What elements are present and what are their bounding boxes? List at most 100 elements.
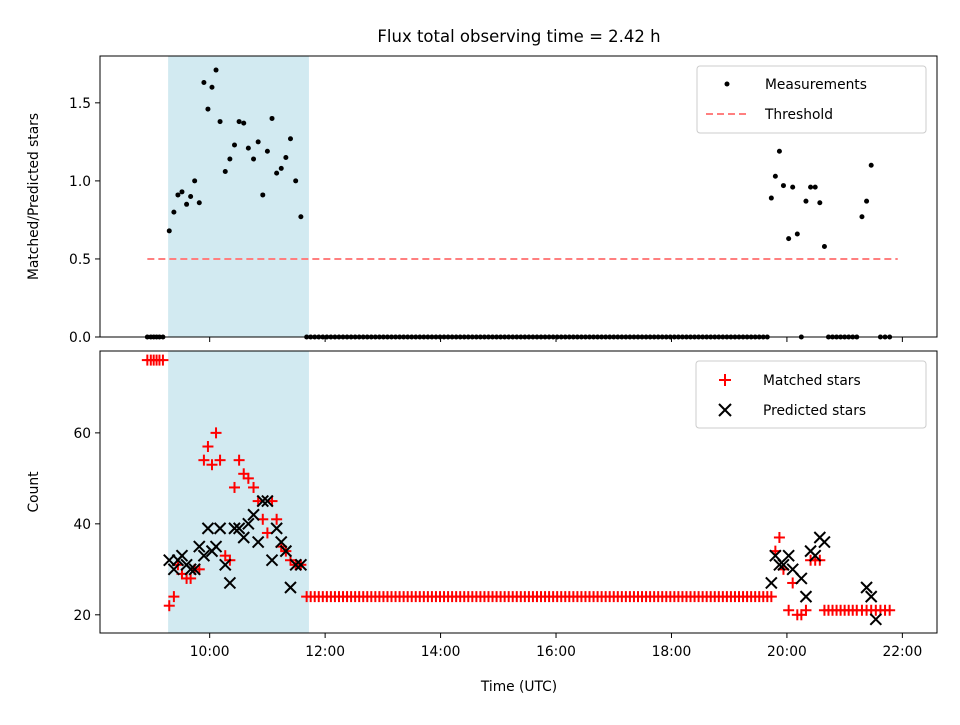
measurement-point bbox=[283, 154, 289, 160]
measurement-point bbox=[245, 145, 251, 151]
bottom-shaded-band bbox=[168, 351, 309, 633]
matched-star-point bbox=[202, 441, 214, 453]
predicted-star-point bbox=[765, 576, 778, 590]
measurement-point bbox=[171, 209, 177, 215]
matched-star-point bbox=[248, 481, 260, 493]
measurement-point bbox=[175, 192, 181, 198]
measurement-point bbox=[192, 178, 198, 184]
matched-star-point bbox=[163, 600, 175, 612]
matched-star-point bbox=[765, 591, 777, 603]
predicted-star-point bbox=[799, 590, 813, 603]
measurement-point bbox=[231, 142, 237, 148]
matched-star-point bbox=[884, 604, 896, 616]
predicted-star-point bbox=[294, 558, 308, 571]
x-tick-label: 14:00 bbox=[421, 644, 461, 660]
measurement-point bbox=[201, 80, 207, 86]
measurement-point bbox=[196, 200, 202, 206]
predicted-star-point bbox=[777, 558, 790, 571]
measurement-point bbox=[227, 156, 233, 162]
measurement-point bbox=[803, 198, 809, 204]
bottom-axis-ticks: 10:00 12:00 14:00 16:00 18:00 20:00 22:00 20 40 6… bbox=[73, 426, 922, 660]
predicted-star-point bbox=[201, 522, 215, 535]
y-tick-label: 0.5 bbox=[69, 252, 91, 268]
predicted-star-point bbox=[193, 540, 206, 553]
predicted-star-point bbox=[242, 517, 255, 531]
y-tick-label: 1.0 bbox=[69, 174, 91, 190]
matched-star-point bbox=[168, 591, 180, 603]
predicted-star-point bbox=[795, 572, 808, 585]
predicted-star-point bbox=[782, 549, 795, 562]
predicted-star-point bbox=[232, 522, 246, 535]
top-plot-frame bbox=[99, 55, 938, 338]
predicted-star-point bbox=[869, 613, 883, 626]
matched-star-point bbox=[198, 454, 210, 466]
predicted-star-point bbox=[818, 535, 831, 549]
matched-star-point bbox=[233, 454, 245, 466]
top-y-axis-label: Matched/Predicted stars bbox=[26, 113, 42, 280]
predicted-star-point bbox=[275, 535, 288, 549]
legend-measurements-marker bbox=[724, 81, 730, 87]
measurement-point bbox=[780, 183, 786, 189]
legend-measurements-label: Measurements bbox=[765, 77, 867, 93]
legend-matched-marker bbox=[719, 374, 731, 386]
legend-threshold-label: Threshold bbox=[764, 107, 833, 123]
y-tick-label: 20 bbox=[73, 608, 91, 624]
matched-star-point bbox=[783, 604, 795, 616]
measurement-point bbox=[184, 201, 190, 207]
measurement-point bbox=[772, 173, 778, 179]
measurement-point bbox=[255, 139, 261, 145]
measurement-point bbox=[241, 120, 247, 126]
bottom-legend-box bbox=[695, 360, 927, 429]
measurement-point bbox=[287, 136, 293, 142]
measurement-point bbox=[209, 84, 215, 90]
matched-star-point bbox=[157, 354, 169, 366]
legend-predicted-marker bbox=[718, 403, 732, 417]
measurement-point bbox=[260, 192, 266, 198]
legend-predicted-label: Predicted stars bbox=[763, 403, 866, 419]
predicted-star-point bbox=[289, 558, 302, 571]
bottom-panel: 10:00 12:00 14:00 16:00 18:00 20:00 22:00 20 40 6… bbox=[26, 350, 938, 695]
predicted-star-point bbox=[284, 581, 297, 594]
y-tick-label: 0.0 bbox=[69, 330, 91, 346]
predicted-star-point bbox=[265, 554, 279, 567]
measurement-point bbox=[274, 170, 280, 176]
measurement-point bbox=[794, 231, 800, 237]
matched-star-point bbox=[242, 472, 254, 484]
predicted-star-point bbox=[270, 522, 283, 535]
measurement-point bbox=[264, 148, 270, 154]
bottom-plot-frame bbox=[99, 350, 938, 634]
x-tick-label: 22:00 bbox=[882, 644, 922, 660]
matched-star-point bbox=[800, 604, 812, 616]
matched-star-point bbox=[228, 481, 240, 493]
measurement-point bbox=[188, 194, 194, 199]
predicted-star-point bbox=[247, 508, 260, 521]
y-tick-label: 40 bbox=[73, 517, 91, 533]
predicted-star-point bbox=[261, 494, 274, 508]
bottom-y-axis-label: Count bbox=[26, 471, 42, 513]
measurement-point bbox=[868, 162, 874, 168]
matched-stars-points bbox=[141, 354, 896, 621]
measurement-point bbox=[859, 214, 865, 220]
predicted-stars-points bbox=[163, 494, 883, 626]
bottom-legend: Matched stars Predicted stars bbox=[695, 360, 927, 429]
predicted-star-point bbox=[175, 549, 189, 562]
predicted-star-point bbox=[223, 576, 237, 590]
y-tick-label: 1.5 bbox=[69, 96, 91, 112]
measurement-point bbox=[217, 119, 223, 125]
predicted-star-point bbox=[219, 558, 232, 571]
measurement-point bbox=[251, 156, 257, 162]
top-legend-box bbox=[696, 65, 927, 134]
measurement-point bbox=[205, 106, 211, 112]
x-axis-label: Time (UTC) bbox=[480, 679, 557, 695]
x-tick-label: 16:00 bbox=[536, 644, 576, 660]
measurement-point bbox=[790, 184, 796, 190]
predicted-star-point bbox=[167, 563, 181, 576]
measurement-point bbox=[213, 67, 219, 73]
measurement-point bbox=[293, 178, 299, 184]
measurement-point bbox=[179, 189, 185, 195]
measurement-point bbox=[786, 236, 792, 242]
measurement-point bbox=[812, 184, 818, 190]
legend-matched-label: Matched stars bbox=[763, 373, 861, 389]
x-tick-label: 12:00 bbox=[305, 644, 345, 660]
